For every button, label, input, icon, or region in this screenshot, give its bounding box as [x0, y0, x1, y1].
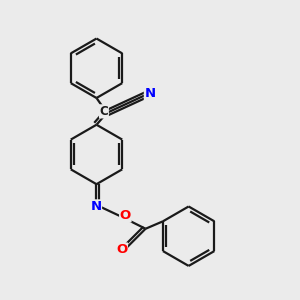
Text: N: N [144, 87, 156, 100]
Text: C: C [100, 105, 108, 118]
Text: O: O [116, 243, 128, 256]
Text: N: N [90, 200, 101, 213]
Text: O: O [120, 209, 131, 222]
